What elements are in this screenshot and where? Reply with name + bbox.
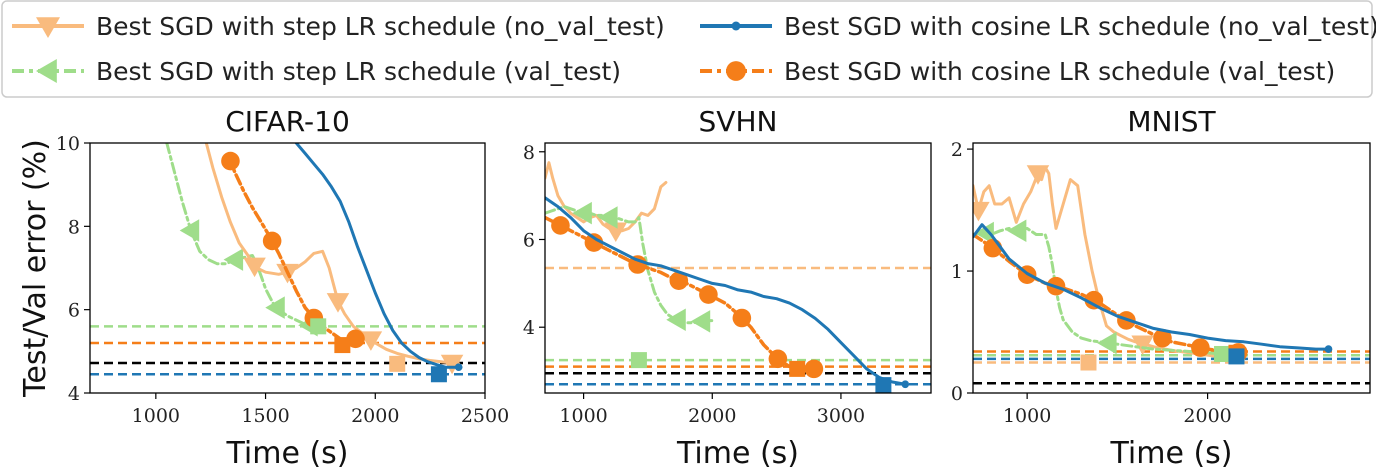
series-marker-cos_val <box>804 359 824 379</box>
series-marker-cos_val <box>551 216 570 235</box>
final-square-step_no_val <box>389 355 406 372</box>
series-marker-step_no_val <box>243 257 266 278</box>
series-marker-step_no_val <box>359 331 383 351</box>
x-tick-label: 1000 <box>132 405 180 427</box>
y-tick-label: 4 <box>68 383 80 405</box>
series-marker-step_val <box>666 308 686 332</box>
series-marker-cos_no_val <box>454 363 463 372</box>
series-marker-cos_val <box>628 255 647 274</box>
series-marker-step_val <box>572 201 592 225</box>
y-tick-label: 6 <box>523 229 535 251</box>
series-line-cos_no_val <box>545 196 907 386</box>
x-axis-label: Time (s) <box>676 436 799 471</box>
axes-frame <box>972 142 1371 394</box>
series-line-step_no_val <box>204 143 461 366</box>
plot-area <box>973 165 1370 385</box>
series-marker-cos_no_val <box>901 380 910 389</box>
series-marker-cos_val <box>768 349 788 369</box>
y-tick-label: 2 <box>951 139 963 161</box>
series-marker-step_val <box>1097 331 1117 355</box>
y-tick-label: 6 <box>68 300 80 322</box>
final-square-step_no_val <box>1080 354 1097 371</box>
x-tick-label: 2000 <box>688 405 736 427</box>
series-line-step_no_val <box>545 161 668 233</box>
x-axis-label: Time (s) <box>1110 436 1233 471</box>
final-square-cos_no_val <box>875 377 892 393</box>
series-marker-step_no_val <box>604 222 628 242</box>
panel-title: MNIST <box>1127 105 1216 138</box>
y-tick-label: 8 <box>523 142 535 164</box>
final-square-cos_val <box>334 337 351 354</box>
x-tick-label: 3000 <box>817 405 865 427</box>
panel-title: SVHN <box>699 105 778 138</box>
series-marker-cos_val <box>346 329 365 349</box>
series-marker-cos_val <box>584 233 604 252</box>
series-marker-cos_val <box>262 231 282 251</box>
x-tick-label: 1000 <box>559 405 607 427</box>
final-square-cos_no_val <box>1228 348 1245 365</box>
series-marker-cos_val <box>732 308 752 328</box>
series-marker-step_val <box>1006 219 1027 243</box>
y-axis-label: Test/Val error (%) <box>18 139 53 398</box>
series-marker-step_no_val <box>1026 165 1050 185</box>
legend-label-cos_val: Best SGD with cosine LR schedule (val_te… <box>784 57 1335 86</box>
series-marker-step_val <box>223 248 244 271</box>
legend-marker-step_val <box>36 59 57 83</box>
series-marker-step_val <box>974 221 994 245</box>
series-marker-step_val <box>598 206 618 229</box>
series-marker-cos_no_val <box>1324 345 1333 353</box>
x-tick-label: 2500 <box>461 405 509 427</box>
series-marker-step_val <box>690 310 711 333</box>
y-tick-label: 4 <box>523 317 535 339</box>
panel-mnist: 1000 2000 0 1 2 MNIST Time (s) <box>951 105 1371 471</box>
axes-frame <box>544 142 932 394</box>
series-marker-cos_val <box>699 285 718 304</box>
final-square-cos_val <box>789 360 806 377</box>
final-square-step_val <box>630 352 647 369</box>
panel-title: CIFAR-10 <box>225 105 350 138</box>
axes-frame <box>89 142 486 394</box>
y-tick-label: 8 <box>68 216 80 238</box>
series-marker-step_no_val <box>1131 335 1154 355</box>
series-line-cos_val <box>973 232 1246 355</box>
series-marker-cos_val <box>1084 290 1104 310</box>
x-tick-label: 1000 <box>1003 405 1051 427</box>
panel-cifar-10: 1000 1500 2000 2500 4 6 8 10 CIFAR-10 Time (s) <box>56 105 509 471</box>
series-marker-cos_val <box>1153 328 1172 348</box>
legend-label-cos_no_val: Best SGD with cosine LR schedule (no_val… <box>784 12 1376 41</box>
legend-marker-step_no_val <box>36 17 60 38</box>
series-marker-step_no_val <box>326 293 350 313</box>
legend-frame <box>1 0 1373 98</box>
y-tick-label: 10 <box>56 133 80 155</box>
plot-area <box>545 161 931 393</box>
series-marker-cos_val <box>669 271 689 291</box>
x-tick-label: 1500 <box>241 405 289 427</box>
legend-label-step_val: Best SGD with step LR schedule (val_test… <box>96 57 621 86</box>
x-tick-label: 2000 <box>351 405 399 427</box>
final-square-step_val <box>310 318 327 335</box>
final-square-step_val <box>1214 345 1231 362</box>
series-marker-cos_val <box>221 151 240 171</box>
series-marker-step_no_val <box>440 354 464 375</box>
series-line-cos_no_val <box>973 223 1330 351</box>
legend-marker-cos_no_val <box>731 21 741 31</box>
series-marker-cos_val <box>1191 338 1210 357</box>
panel-svhn: 1000 2000 3000 4 6 8 SVHN Time (s) <box>523 105 932 471</box>
series-line-cos_val <box>226 153 358 345</box>
series-marker-step_val <box>265 296 285 319</box>
y-tick-label: 1 <box>951 261 963 283</box>
legend: Best SGD with step LR schedule (no_val_t… <box>1 0 1376 98</box>
final-square-cos_no_val <box>430 366 447 383</box>
legend-label-step_no_val: Best SGD with step LR schedule (no_val_t… <box>96 12 665 41</box>
legend-marker-cos_val <box>726 61 746 81</box>
plot-area <box>90 143 485 383</box>
y-tick-label: 0 <box>951 383 963 405</box>
series-marker-step_no_val <box>973 201 990 222</box>
series-marker-step_val <box>179 219 200 242</box>
x-tick-label: 2000 <box>1183 405 1231 427</box>
series-line-cos_no_val <box>294 143 463 369</box>
x-axis-label: Time (s) <box>226 436 349 471</box>
